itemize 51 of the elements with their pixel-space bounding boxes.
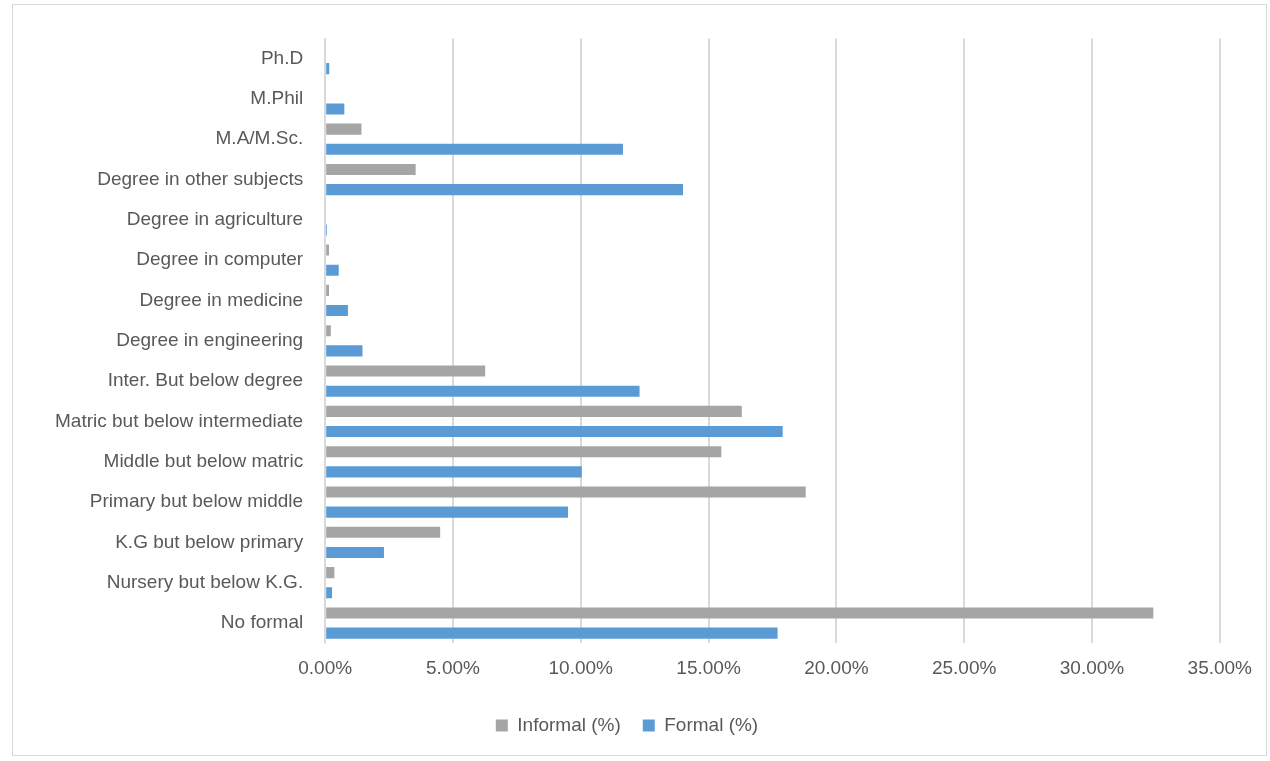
bar (326, 305, 348, 317)
bar (326, 627, 778, 639)
bar (326, 143, 623, 155)
bar (326, 163, 416, 175)
y-tick-label: Degree in agriculture (126, 208, 304, 230)
bar (326, 607, 1154, 619)
y-tick-label: Matric but below intermediate (55, 409, 304, 431)
bar (326, 526, 441, 538)
x-tick-label: 20.00% (804, 656, 869, 678)
y-tick-label: K.G but below primary (115, 530, 304, 552)
bar (326, 425, 783, 438)
y-tick-label: Degree in engineering (116, 329, 304, 351)
bar (326, 123, 362, 135)
bar (326, 446, 722, 458)
legend-label: Informal (%) (517, 713, 621, 735)
bar (326, 546, 384, 559)
x-tick-label: 35.00% (1187, 656, 1253, 678)
bar (326, 244, 329, 256)
bar (326, 184, 684, 196)
y-tick-label: Middle but below matric (103, 449, 304, 471)
bar (326, 587, 333, 599)
y-tick-label: Degree in other subjects (97, 167, 304, 189)
bar (326, 405, 742, 417)
x-tick-label: 10.00% (548, 656, 614, 678)
y-tick-label: M.A/M.Sc. (215, 127, 304, 149)
bar (326, 284, 329, 296)
bar (326, 506, 568, 518)
x-tick-label: 25.00% (931, 656, 997, 678)
y-tick-label: Nursery but below K.G. (106, 570, 304, 592)
y-tick-label: Degree in computer (136, 248, 304, 270)
bar (326, 385, 640, 397)
bar (326, 365, 486, 377)
legend-label: Formal (%) (664, 713, 759, 735)
y-tick-label: Degree in medicine (139, 288, 304, 310)
bar (326, 486, 806, 498)
bar (326, 103, 345, 115)
x-tick-label: 5.00% (426, 656, 481, 678)
x-tick-label: 15.00% (676, 656, 741, 678)
y-tick-label: M.Phil (250, 87, 304, 109)
y-tick-label: No formal (220, 611, 304, 633)
y-tick-label: Primary but below middle (89, 490, 304, 512)
y-tick-label: Ph.D (260, 46, 304, 68)
x-tick-label: 0.00% (298, 656, 353, 678)
bar (326, 63, 330, 75)
bar (326, 567, 335, 579)
bar (326, 264, 339, 276)
x-tick-label: 30.00% (1059, 656, 1125, 678)
y-tick-label: Inter. But below degree (107, 369, 304, 391)
bar (326, 466, 582, 478)
bar (326, 345, 363, 357)
bar (326, 325, 331, 337)
